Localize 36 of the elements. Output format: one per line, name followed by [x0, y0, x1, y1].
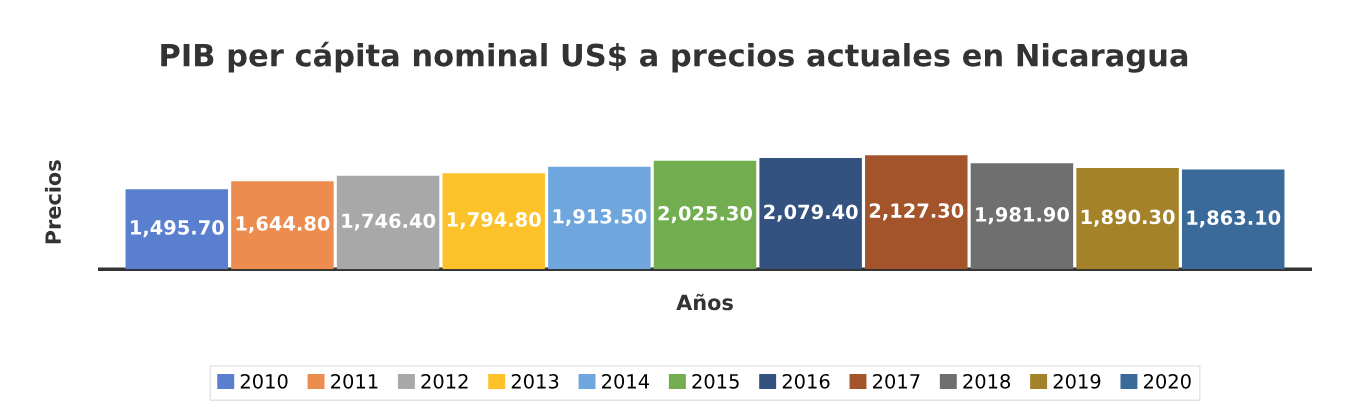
legend-label: 2016 [782, 373, 830, 389]
data-label: 1,913.50 [553, 208, 647, 227]
data-label: 1,794.80 [447, 212, 541, 230]
data-label: 2,127.30 [869, 203, 964, 221]
legend-label: 2010 [240, 373, 288, 389]
legend-label: 2019 [1053, 373, 1101, 389]
data-label: 1,495.70 [131, 220, 224, 238]
legend-label: 2011 [331, 373, 378, 389]
data-label: 2,079.40 [764, 204, 858, 222]
bar [548, 166, 651, 270]
bar [759, 157, 862, 270]
bar [1181, 169, 1285, 270]
legend-label: 2013 [511, 373, 559, 389]
legend-label: 2018 [963, 373, 1011, 389]
y-axis-title: Precios [44, 160, 61, 244]
data-label: 1,981.90 [976, 207, 1069, 225]
data-label: 1,644.80 [236, 216, 330, 234]
legend-label: 2017 [873, 373, 920, 389]
chart-title: PIB per cápita nominal US$ a precios actuales en Nicaragua [161, 41, 1188, 73]
bar [865, 155, 968, 270]
bar [1076, 168, 1179, 270]
bar [442, 173, 545, 270]
legend-label: 2020 [1143, 373, 1191, 389]
data-label: 1,863.10 [1187, 210, 1281, 228]
data-label: 2,025.30 [658, 205, 753, 224]
legend-label: 2015 [692, 373, 739, 389]
bar [970, 163, 1074, 270]
legend-label: 2012 [421, 373, 468, 389]
bar [231, 181, 334, 270]
data-label: 1,890.30 [1081, 209, 1175, 227]
bar [336, 175, 440, 270]
bar [653, 160, 757, 270]
bar [125, 189, 229, 270]
legend-label: 2014 [602, 373, 650, 389]
data-label: 1,746.40 [342, 213, 436, 231]
x-axis-title: Años [676, 293, 733, 311]
